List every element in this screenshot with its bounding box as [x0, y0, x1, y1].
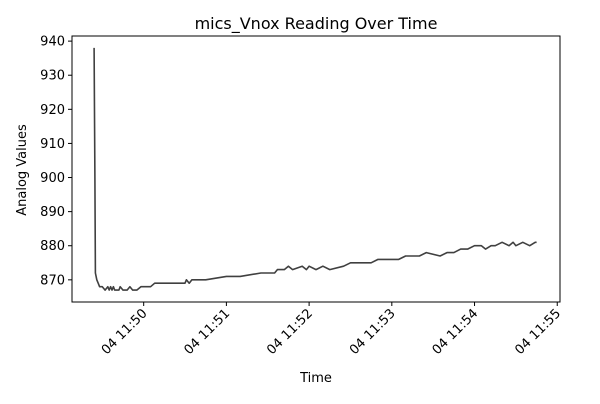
x-tick-label: 04 11:51 — [182, 306, 234, 358]
x-tick-label: 04 11:55 — [512, 306, 564, 358]
y-tick-label: 900 — [40, 171, 65, 186]
y-tick-label: 920 — [40, 103, 65, 118]
x-tick-label: 04 11:52 — [264, 306, 316, 358]
x-tick-label: 04 11:53 — [347, 306, 399, 358]
y-tick-label: 910 — [40, 137, 65, 152]
y-tick-label: 880 — [40, 239, 65, 254]
y-tick-label: 940 — [40, 35, 65, 50]
y-axis-label: Analog Values — [15, 124, 30, 216]
y-tick-label: 890 — [40, 205, 65, 220]
y-tick-label: 930 — [40, 69, 65, 84]
x-axis: 04 11:50 04 11:51 04 11:52 04 11:53 04 11:54… — [99, 302, 564, 358]
x-axis-label: Time — [299, 371, 332, 386]
y-axis: 870 880 890 900 910 920 930 940 — [40, 35, 72, 288]
series-line — [93, 47, 537, 291]
chart-title: mics_Vnox Reading Over Time — [195, 14, 438, 34]
x-tick-label: 04 11:54 — [430, 306, 482, 358]
x-tick-label: 04 11:50 — [99, 306, 151, 358]
plot-area-frame — [71, 35, 561, 303]
y-tick-label: 870 — [40, 273, 65, 288]
